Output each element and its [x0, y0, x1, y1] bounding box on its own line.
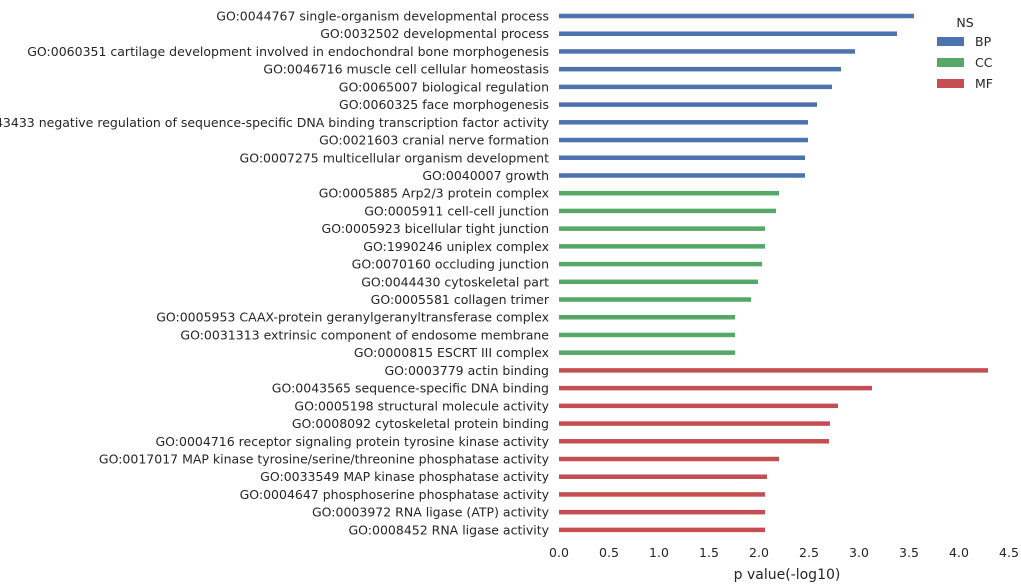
bar-mf [559, 403, 838, 409]
category-label: GO:0044430 cytoskeletal part [361, 274, 549, 289]
bar-cc [559, 208, 776, 214]
x-tick-label: 2.5 [799, 545, 819, 560]
category-label: GO:0008452 RNA ligase activity [348, 522, 549, 537]
category-label: GO:0004647 phosphoserine phosphatase act… [240, 487, 550, 502]
category-label: GO:0043565 sequence-specific DNA binding [272, 381, 549, 396]
category-label: GO:0005581 collagen trimer [371, 292, 550, 307]
bar-cc [559, 350, 735, 355]
category-label: GO:0005953 CAAX-protein geranylgeranyltr… [156, 310, 549, 325]
category-label: GO:0003972 RNA ligase (ATP) activity [312, 505, 550, 520]
legend: NS BP CC MF [937, 15, 993, 91]
category-label: GO:0060325 face morphogenesis [339, 97, 549, 112]
category-label: GO:0005911 cell-cell junction [364, 203, 549, 218]
bar-cc [559, 226, 765, 231]
bar-bp [559, 120, 808, 125]
bar-cc [559, 332, 735, 338]
bar-cc [559, 279, 758, 285]
category-label: GO:0040007 growth [422, 168, 549, 183]
category-label: GO:1990246 uniplex complex [363, 239, 549, 254]
legend-title: NS [956, 15, 973, 30]
x-tick-label: 2.0 [749, 545, 769, 560]
bar-bp [559, 102, 817, 107]
x-axis: p value(-log10) 0.0 0.5 1.0 1.5 2.0 2.5 3.0 3.5… [549, 545, 1019, 583]
bar-bp [559, 155, 805, 161]
legend-label: BP [975, 34, 992, 49]
bar-bp [559, 66, 841, 72]
legend-swatch-bp [937, 37, 964, 46]
bar-cc [559, 190, 779, 196]
category-label: GO:0031313 extrinsic component of endoso… [180, 327, 549, 342]
category-label: GO:0043433 negative regulation of sequen… [0, 115, 550, 130]
bar-mf [559, 509, 765, 515]
bar-bp [559, 31, 897, 36]
bar-mf [559, 527, 765, 533]
bar-mf [559, 439, 829, 444]
category-label: GO:0005885 Arp2/3 protein complex [319, 186, 549, 201]
category-label: GO:0004716 receptor signaling protein ty… [156, 434, 550, 449]
bar-bp [559, 173, 805, 178]
category-label: GO:0003779 actin binding [384, 363, 549, 378]
category-label: GO:0000815 ESCRT III complex [354, 345, 549, 360]
bar-cc [559, 261, 762, 267]
legend-label: CC [975, 55, 993, 70]
x-tick-label: 1.0 [649, 545, 669, 560]
category-label: GO:0017017 MAP kinase tyrosine/serine/th… [99, 452, 550, 467]
bar-cc [559, 314, 735, 320]
bar-mf [559, 385, 872, 391]
category-label: GO:0007275 multicellular organism develo… [240, 150, 550, 165]
category-label: GO:0065007 biological regulation [339, 79, 549, 94]
bar-mf [559, 368, 988, 373]
bar-cc [559, 297, 751, 302]
legend-label: MF [975, 76, 993, 91]
x-tick-label: 4.5 [999, 545, 1019, 560]
x-tick-label: 0.5 [599, 545, 619, 560]
category-label: GO:0070160 occluding junction [352, 257, 549, 272]
x-tick-label: 0.0 [549, 545, 569, 560]
bar-cc [559, 244, 765, 249]
x-tick-label: 3.5 [899, 545, 919, 560]
category-label: GO:0032502 developmental process [320, 26, 549, 41]
bar-mf [559, 456, 779, 462]
bar-bp [559, 49, 855, 54]
x-tick-label: 4.0 [949, 545, 969, 560]
x-tick-label: 3.0 [849, 545, 869, 560]
x-tick-label: 1.5 [699, 545, 719, 560]
category-label: GO:0008092 cytoskeletal protein binding [292, 416, 549, 431]
category-label: GO:0005198 structural molecule activity [294, 398, 549, 413]
bar-mf [559, 421, 830, 426]
bar-mf [559, 474, 767, 479]
x-axis-title: p value(-log10) [734, 567, 841, 583]
bar-bp [559, 137, 808, 143]
category-label: GO:0046716 muscle cell cellular homeosta… [263, 62, 549, 77]
bar-bp [559, 84, 832, 90]
bar-bp [559, 13, 914, 19]
bar-mf [559, 492, 765, 497]
legend-swatch-cc [937, 58, 964, 67]
bars [559, 13, 988, 533]
category-label: GO:0033549 MAP kinase phosphatase activi… [260, 469, 549, 484]
category-label: GO:0060351 cartilage development involve… [27, 44, 549, 59]
category-label: GO:0005923 bicellular tight junction [322, 221, 549, 236]
category-label: GO:0044767 single-organism developmental… [216, 9, 549, 24]
category-labels: GO:0044767 single-organism developmental… [0, 9, 550, 538]
legend-swatch-mf [937, 79, 964, 88]
category-label: GO:0021603 cranial nerve formation [319, 133, 549, 148]
